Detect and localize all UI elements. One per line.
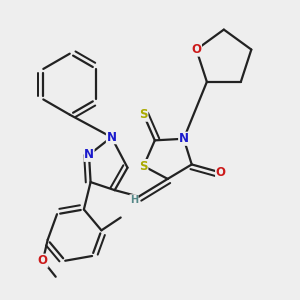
Text: H: H: [130, 195, 138, 205]
Text: N: N: [106, 131, 116, 144]
Text: S: S: [139, 160, 148, 172]
Text: O: O: [216, 166, 226, 179]
Text: O: O: [191, 43, 201, 56]
Text: N: N: [179, 132, 189, 145]
Text: N: N: [84, 148, 94, 161]
Text: O: O: [38, 254, 48, 267]
Text: S: S: [139, 108, 148, 121]
